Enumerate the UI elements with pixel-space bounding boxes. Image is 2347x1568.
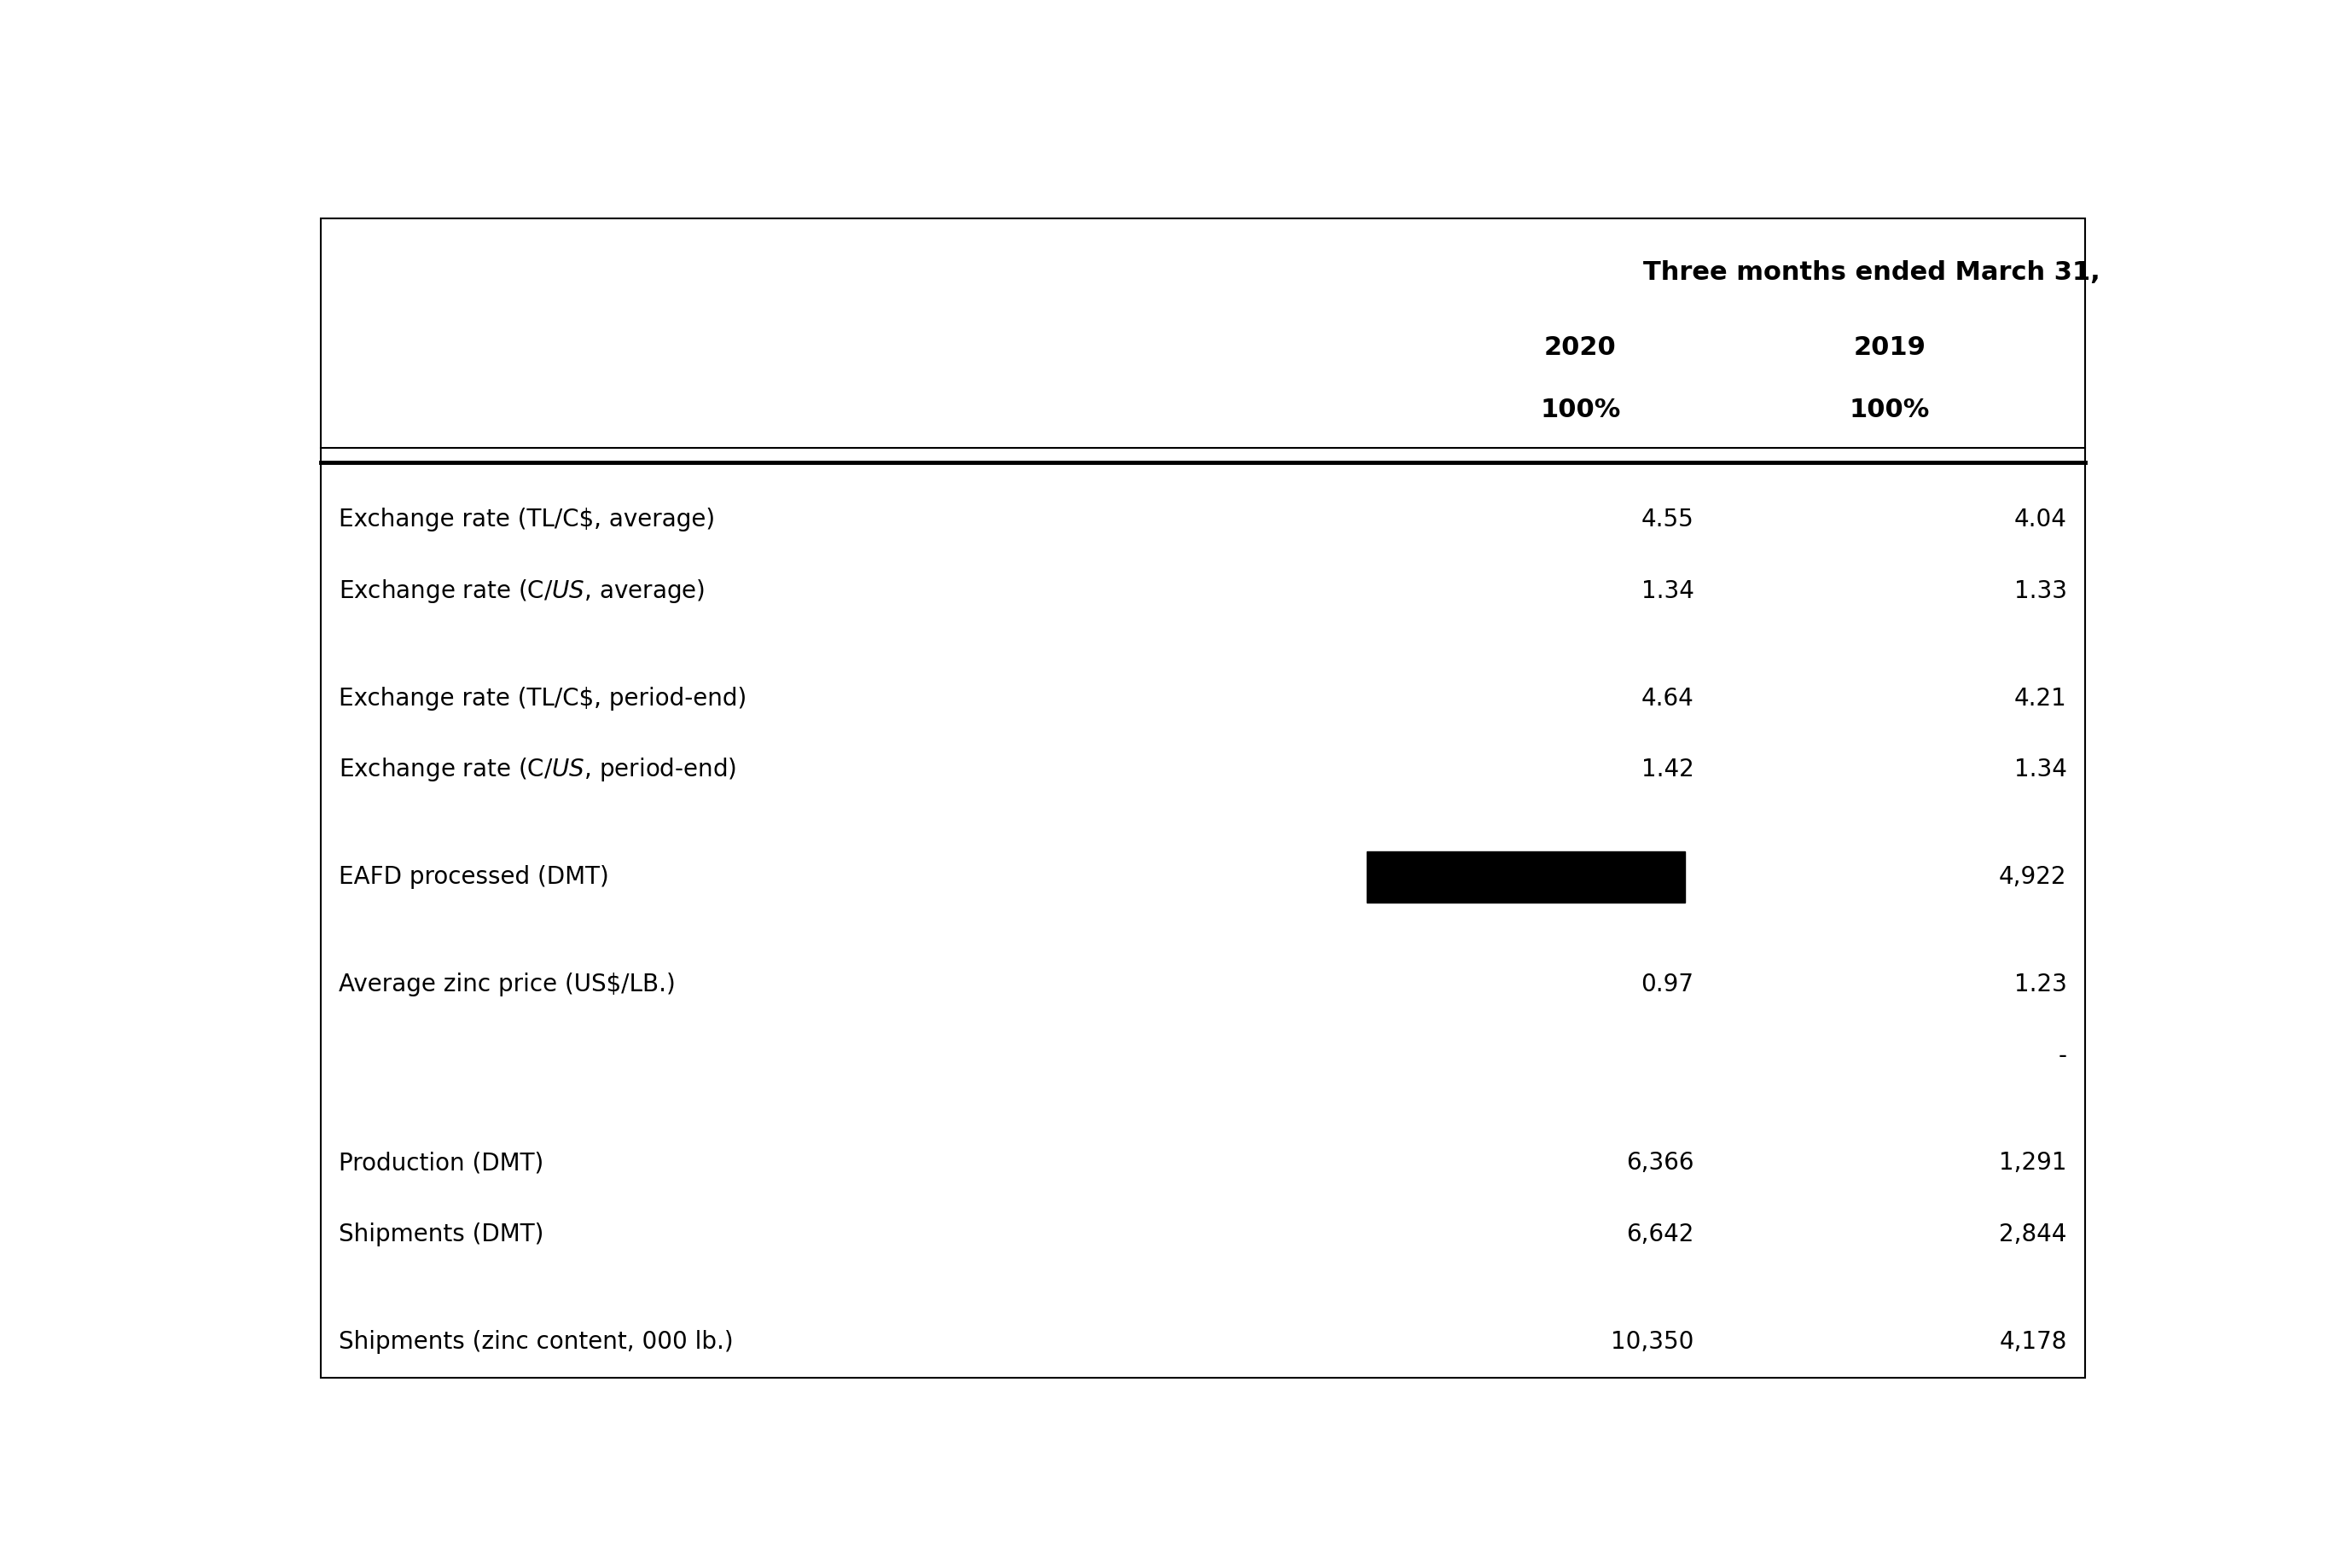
Text: -: - [2058, 1044, 2068, 1068]
Text: EAFD processed (DMT): EAFD processed (DMT) [338, 866, 610, 889]
Text: 0.97: 0.97 [1641, 972, 1695, 996]
Text: 2,844: 2,844 [2000, 1223, 2068, 1247]
Text: 1.23: 1.23 [2014, 972, 2068, 996]
Text: 1.42: 1.42 [1641, 757, 1695, 782]
Text: Exchange rate (C$/US$, average): Exchange rate (C$/US$, average) [338, 577, 704, 605]
Bar [1366, 851, 1685, 903]
Text: 100%: 100% [1540, 398, 1619, 423]
Text: 4.21: 4.21 [2014, 687, 2068, 710]
Text: 4.64: 4.64 [1641, 687, 1695, 710]
Text: 100%: 100% [1849, 398, 1929, 423]
Text: 4.04: 4.04 [2014, 508, 2068, 532]
Text: 2019: 2019 [1854, 336, 1927, 361]
Text: 4.55: 4.55 [1641, 508, 1695, 532]
Text: 2020: 2020 [1544, 336, 1617, 361]
Text: Exchange rate (C$/US$, period-end): Exchange rate (C$/US$, period-end) [338, 756, 737, 784]
Text: 4,178: 4,178 [2000, 1330, 2068, 1353]
Text: 1.34: 1.34 [1641, 579, 1695, 604]
Text: 1.34: 1.34 [2014, 757, 2068, 782]
Text: Shipments (zinc content, 000 lb.): Shipments (zinc content, 000 lb.) [338, 1330, 735, 1353]
Text: 1.33: 1.33 [2014, 579, 2068, 604]
Text: 6,366: 6,366 [1626, 1151, 1695, 1174]
Text: 4,922: 4,922 [2000, 866, 2068, 889]
Text: 6,642: 6,642 [1626, 1223, 1695, 1247]
Text: Three months ended March 31,: Three months ended March 31, [1643, 260, 2101, 285]
Text: Exchange rate (TL/C$, average): Exchange rate (TL/C$, average) [338, 508, 716, 532]
Text: Average zinc price (US$/LB.): Average zinc price (US$/LB.) [338, 972, 676, 996]
Text: Shipments (DMT): Shipments (DMT) [338, 1223, 545, 1247]
Text: 1,291: 1,291 [2000, 1151, 2068, 1174]
Text: 10,350: 10,350 [1610, 1330, 1695, 1353]
Text: Production (DMT): Production (DMT) [338, 1151, 545, 1174]
Text: Exchange rate (TL/C$, period-end): Exchange rate (TL/C$, period-end) [338, 687, 746, 710]
